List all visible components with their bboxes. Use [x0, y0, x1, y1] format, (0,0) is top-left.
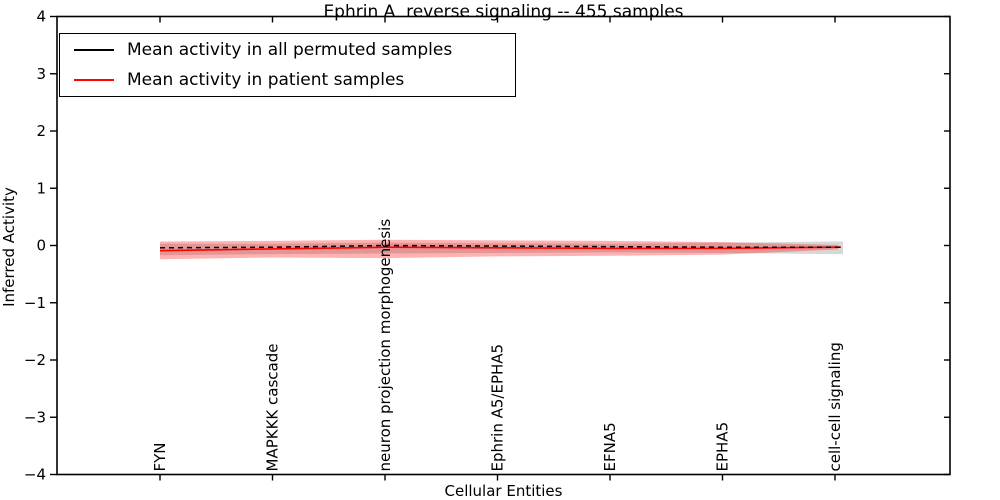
y-tick-label: 0 [36, 237, 46, 255]
x-tick-label: cell-cell signaling [826, 342, 844, 471]
patient-mean-line [159, 246, 841, 252]
y-tick-label: −3 [24, 408, 46, 426]
legend-label-patient: Mean activity in patient samples [127, 69, 405, 90]
patient-std-band [160, 239, 838, 260]
x-tick-label: Ephrin A5/EPHA5 [489, 344, 507, 472]
y-tick-label: −2 [24, 351, 46, 369]
legend-item-patient: Mean activity in patient samples [60, 65, 515, 95]
patient-line-sample [74, 79, 114, 81]
y-tick-label: −4 [24, 466, 46, 484]
y-tick-label: 4 [36, 8, 46, 26]
x-tick-label: neuron projection morphogenesis [376, 219, 394, 472]
y-tick-label: 2 [36, 122, 46, 140]
y-tick-label: 3 [36, 65, 46, 83]
y-tick-label: 1 [36, 179, 46, 197]
legend: Mean activity in all permuted samples Me… [59, 33, 516, 97]
x-tick-label: MAPKKK cascade [264, 344, 282, 472]
legend-label-permuted: Mean activity in all permuted samples [127, 39, 453, 60]
x-tick-label: EPHA5 [714, 422, 732, 472]
chart-title: Ephrin A reverse signaling -- 455 sample… [323, 2, 684, 22]
x-tick-label: EFNA5 [601, 422, 619, 471]
legend-item-permuted: Mean activity in all permuted samples [60, 35, 515, 65]
permuted-line-sample [74, 49, 114, 51]
x-axis-label: Cellular Entities [444, 482, 563, 500]
y-axis-label: Inferred Activity [0, 187, 18, 307]
x-tick-label: FYN [151, 442, 169, 471]
y-tick-label: −1 [24, 294, 46, 312]
